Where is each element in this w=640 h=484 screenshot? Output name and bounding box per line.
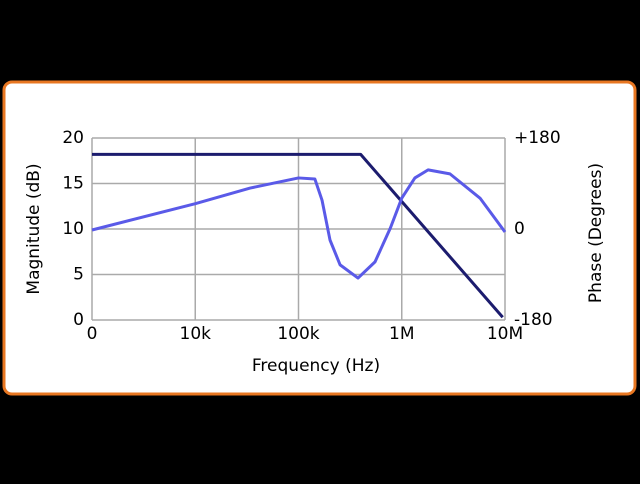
- y-tick-label: 10: [62, 219, 84, 239]
- y2-tick-label: +180: [514, 128, 561, 148]
- y2-tick-label: 0: [514, 219, 525, 239]
- y-tick-label: 15: [62, 174, 84, 194]
- series-line: [92, 152, 504, 319]
- x-tick-label: 1M: [389, 324, 414, 344]
- panel: [2, 80, 637, 396]
- series-line: [91, 168, 507, 280]
- x-axis-label: Frequency (Hz): [252, 356, 380, 376]
- y-tick-label: 0: [73, 310, 84, 330]
- y2-tick-label: -180: [514, 310, 553, 330]
- y2-axis-label: Phase (Degrees): [586, 163, 606, 303]
- y-tick-label: 5: [73, 265, 84, 285]
- x-tick-label: 100k: [277, 324, 319, 344]
- y-axis-label: Magnitude (dB): [24, 163, 44, 294]
- x-tick-label: 10k: [180, 324, 212, 344]
- x-tick-label: 0: [87, 324, 98, 344]
- x-tick-label: 10M: [487, 324, 523, 344]
- y-tick-label: 20: [62, 128, 84, 148]
